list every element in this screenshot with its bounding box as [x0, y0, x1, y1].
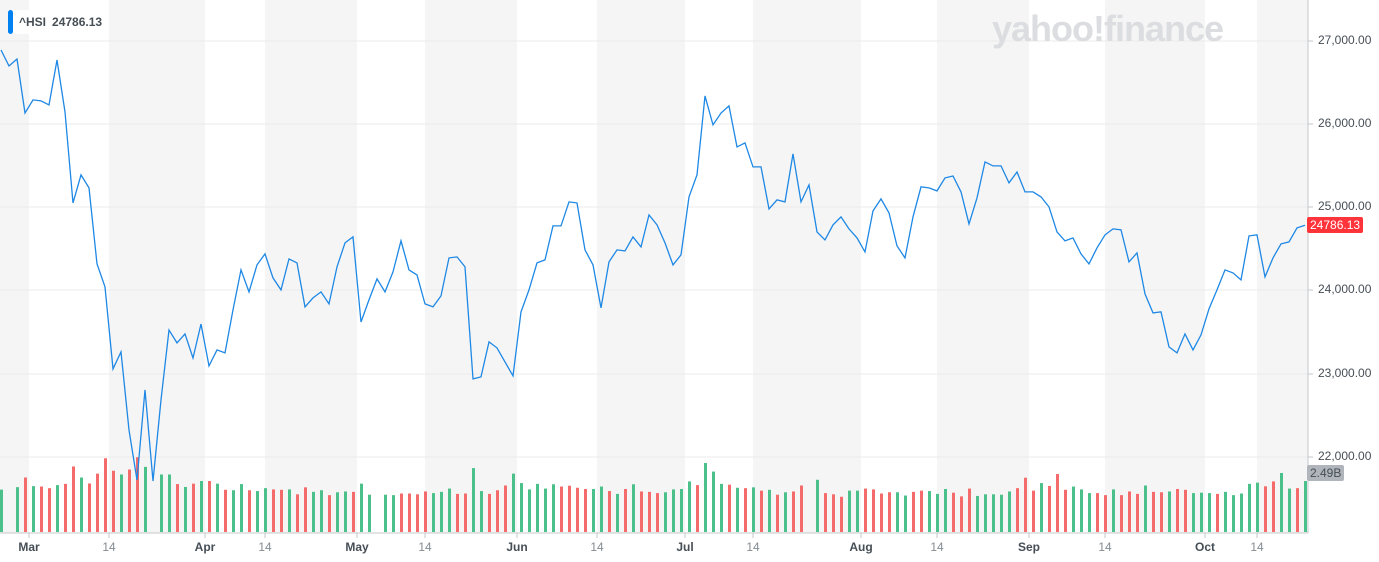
month-bands	[0, 0, 1308, 533]
current-volume-tag: 2.49B	[1307, 465, 1345, 481]
y-tick-label: 25,000.00	[1318, 199, 1372, 213]
yahoo-finance-watermark: yahoo!finance	[992, 8, 1224, 49]
series-legend[interactable]: ^HSI 24786.13	[8, 10, 109, 34]
x-tick-label: 14	[1098, 540, 1112, 554]
legend-value: 24786.13	[52, 15, 103, 29]
x-tick-marks	[28, 533, 1258, 538]
x-tick-label: 14	[418, 540, 432, 554]
y-tick-label: 27,000.00	[1318, 33, 1372, 47]
x-tick-label: Oct	[1194, 540, 1216, 554]
x-tick-label: Apr	[194, 540, 216, 554]
volume-bars	[0, 457, 1307, 532]
x-tick-label: 14	[590, 540, 604, 554]
x-tick-label: 14	[258, 540, 272, 554]
series-color-swatch	[8, 10, 13, 34]
y-tick-label: 26,000.00	[1318, 116, 1372, 130]
x-tick-label: Sep	[1017, 540, 1041, 554]
y-tick-label: 24,000.00	[1318, 282, 1372, 296]
legend-symbol: ^HSI	[19, 15, 47, 29]
x-tick-label: Mar	[18, 540, 40, 554]
current-price-tag: 24786.13	[1307, 217, 1364, 233]
x-tick-label: Jun	[506, 540, 528, 554]
y-tick-label: 23,000.00	[1318, 366, 1372, 380]
y-tick-marks	[1308, 40, 1313, 458]
x-tick-label: 14	[746, 540, 760, 554]
x-tick-label: 14	[102, 540, 116, 554]
price-line	[0, 49, 1306, 482]
x-tick-label: 14	[1250, 540, 1264, 554]
x-tick-label: Jul	[676, 540, 694, 554]
gridlines	[0, 40, 1308, 458]
x-tick-label: May	[345, 540, 369, 554]
x-tick-label: 14	[930, 540, 944, 554]
y-tick-label: 22,000.00	[1318, 449, 1372, 463]
x-tick-label: Aug	[849, 540, 873, 554]
